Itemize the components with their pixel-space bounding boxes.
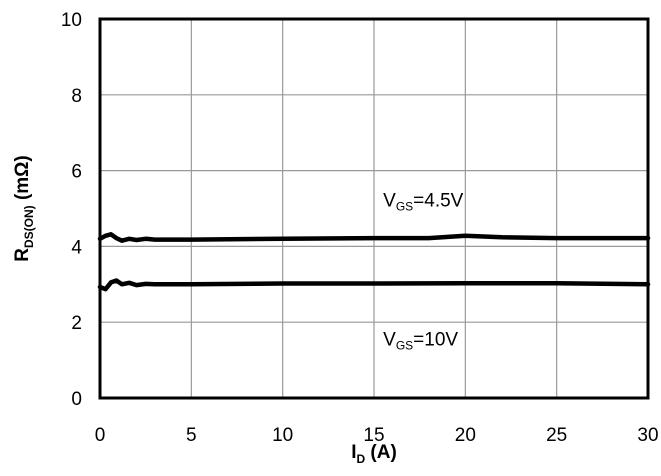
y-tick-label: 4 [71, 237, 82, 258]
series-label-subscript: GS [396, 339, 413, 353]
x-axis-title-unit: (A) [365, 442, 397, 463]
x-axis-title-main: I [351, 442, 356, 463]
series-label-vgs-4-5v: VGS=4.5V [383, 191, 464, 214]
series-line-1 [97, 278, 651, 292]
series-label-main: V [383, 330, 396, 351]
y-tick-labels: 0 2 4 6 8 10 [61, 10, 83, 410]
x-tick-label: 25 [546, 425, 567, 446]
x-tick-label: 30 [637, 425, 658, 446]
x-tick-label: 10 [272, 425, 293, 446]
x-tick-label: 20 [455, 425, 476, 446]
plot-frame [98, 17, 650, 400]
y-axis-title: RDS(ON) (mΩ) [12, 155, 36, 261]
y-tick-label: 0 [71, 389, 82, 410]
y-axis-title-unit: (mΩ) [12, 155, 33, 205]
y-tick-label: 10 [61, 10, 82, 31]
y-tick-label: 6 [71, 162, 82, 183]
series-label-main: V [383, 191, 396, 212]
grid [100, 19, 648, 398]
series-label-subscript: GS [396, 200, 413, 214]
x-tick-label: 5 [186, 425, 197, 446]
series-label-rest: =10V [413, 330, 458, 351]
x-axis-title: ID (A) [351, 442, 397, 466]
y-axis-title-main: R [12, 248, 33, 262]
y-axis-title-subscript: DS(ON) [22, 205, 36, 248]
y-tick-label: 8 [71, 86, 82, 107]
y-tick-label: 2 [71, 313, 82, 334]
series-line-0 [97, 232, 651, 243]
series-label-vgs-10v: VGS=10V [383, 330, 458, 353]
series-label-rest: =4.5V [413, 191, 464, 212]
x-tick-labels: 0 5 10 15 20 25 30 [95, 425, 659, 446]
series-lines [97, 232, 651, 292]
x-tick-label: 0 [95, 425, 106, 446]
x-tick-label: 15 [363, 425, 384, 446]
x-axis-title-subscript: D [356, 452, 365, 466]
